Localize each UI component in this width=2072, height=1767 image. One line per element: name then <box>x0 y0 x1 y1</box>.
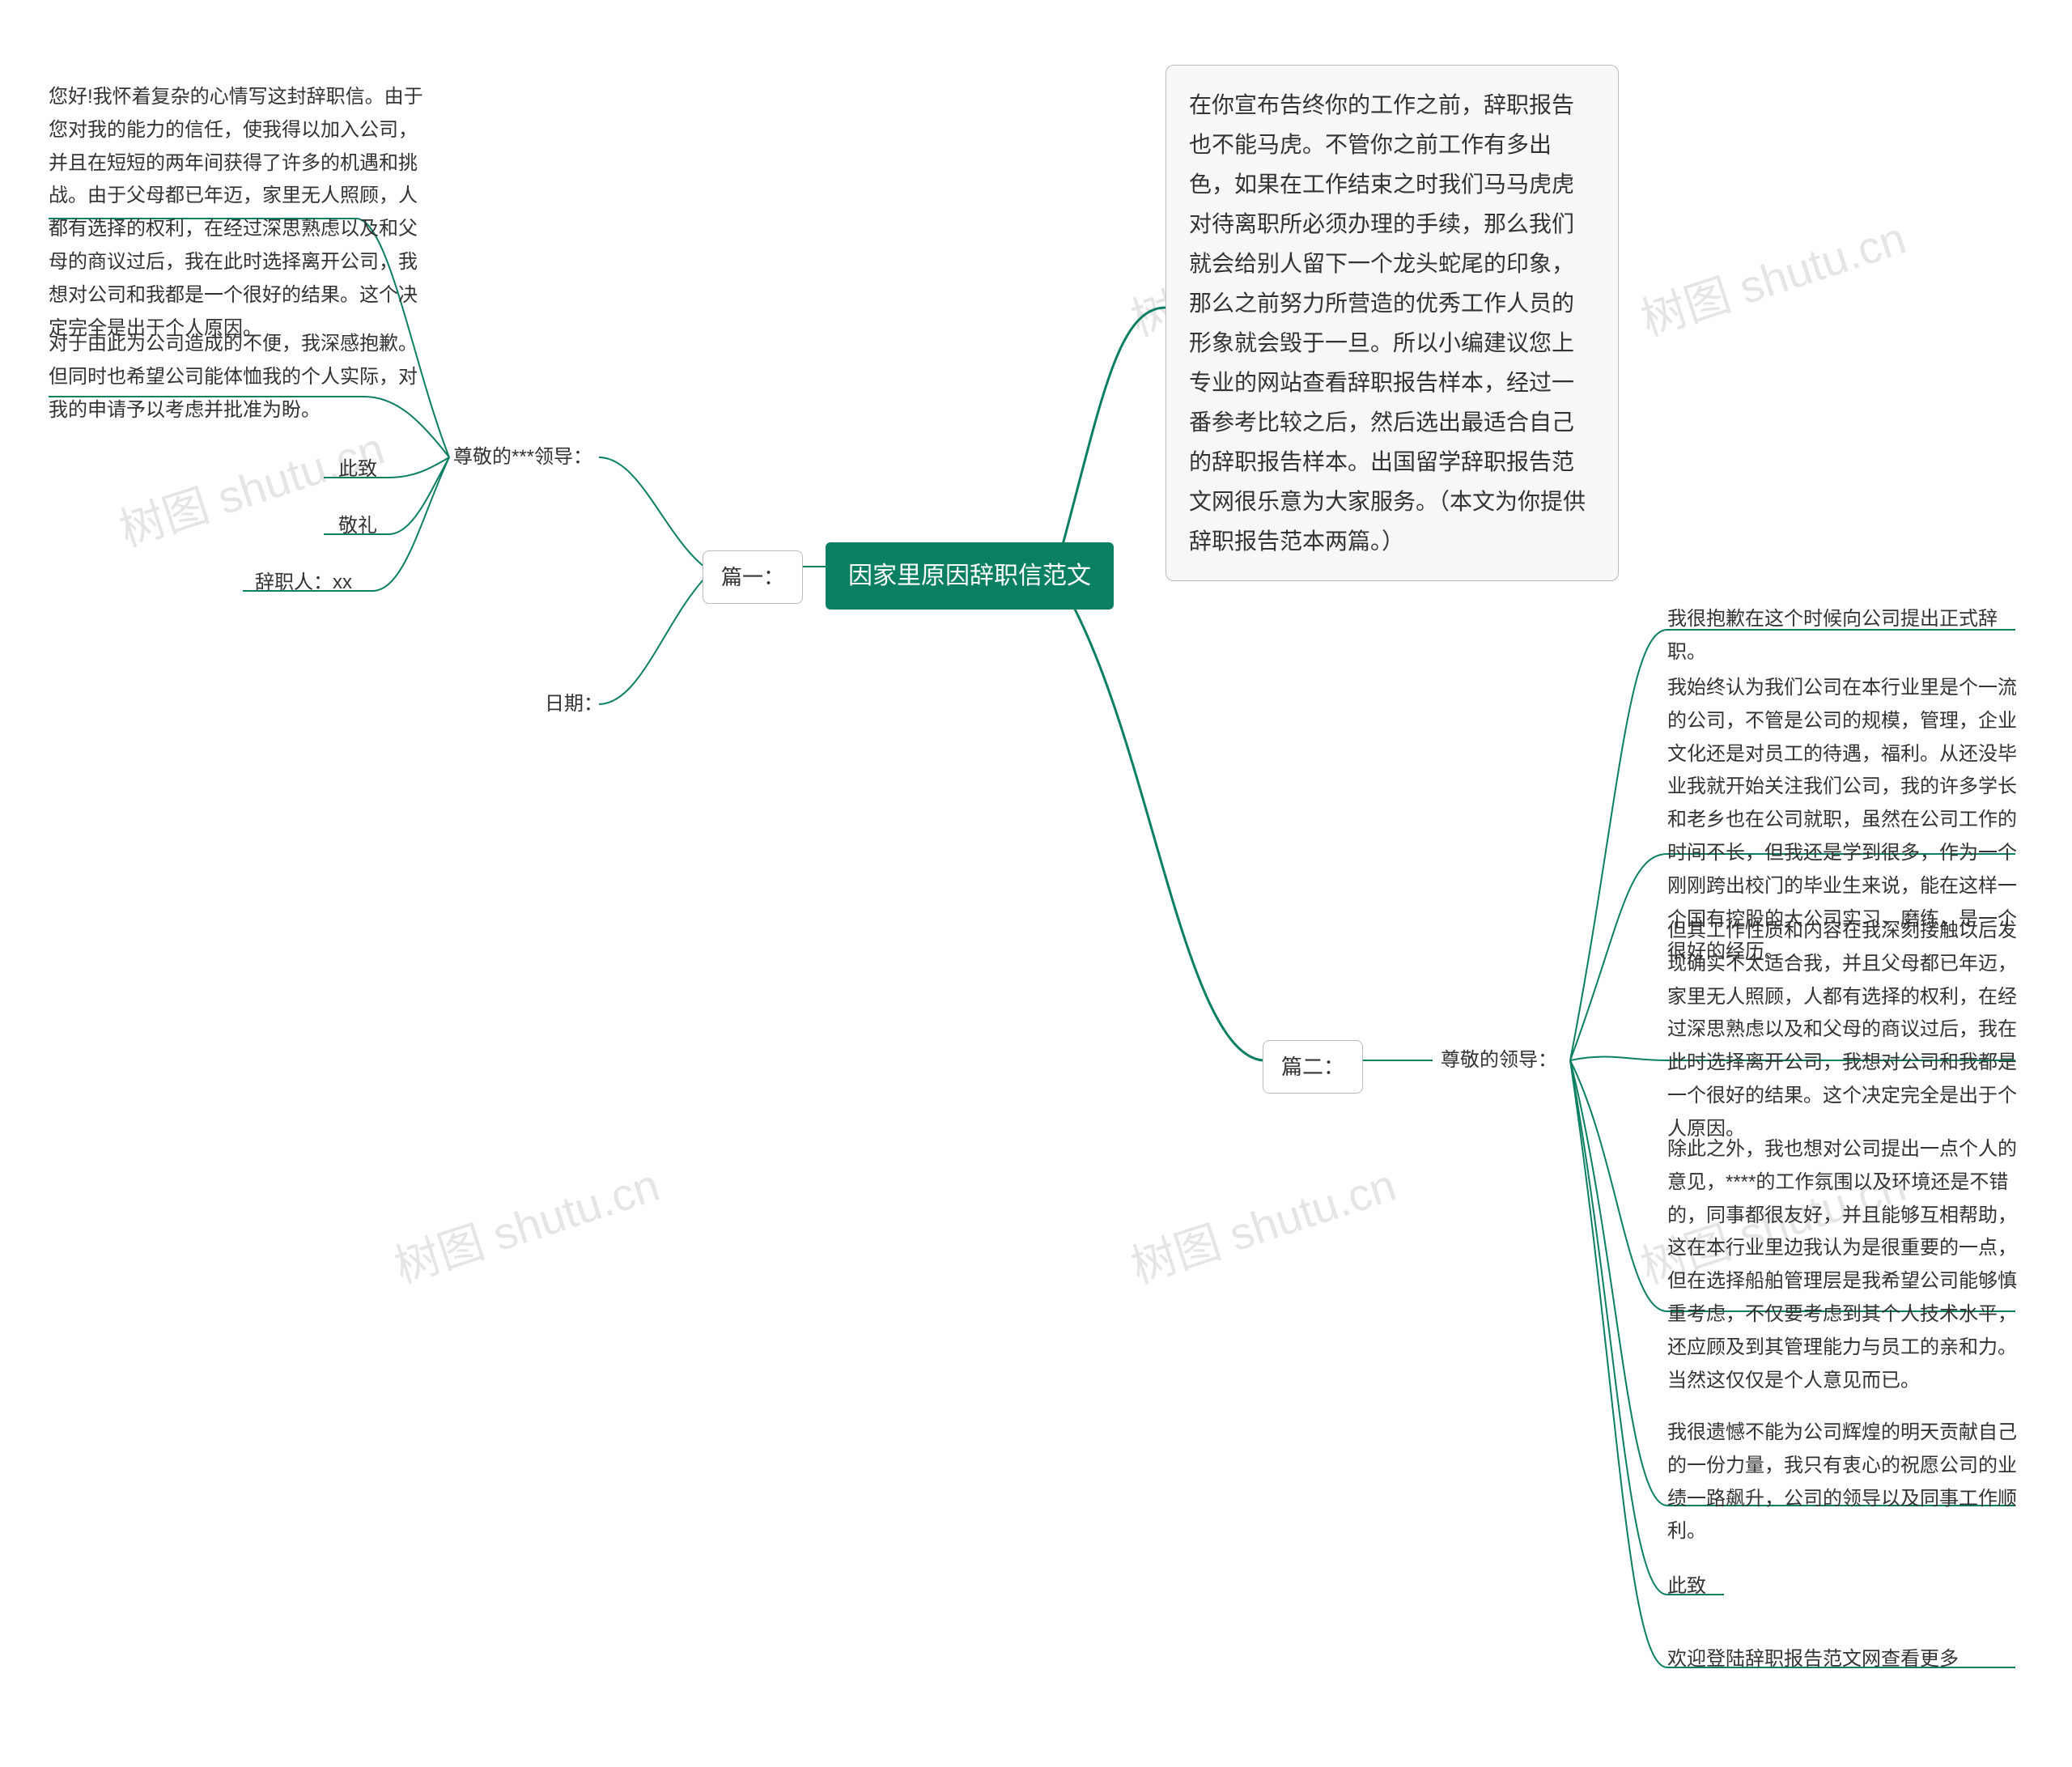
right-p3: 但其工作性质和内容在我深刻接触以后发现确实不太适合我，并且父母都已年迈，家里无人… <box>1667 915 2032 1146</box>
right-footer: 欢迎登陆辞职报告范文网查看更多 <box>1667 1643 1959 1676</box>
left-p2: 对于由此为公司造成的不便，我深感抱歉。但同时也希望公司能体恤我的个人实际，对我的… <box>49 328 429 427</box>
watermark: 树图 shutu.cn <box>1122 1149 1403 1297</box>
right-p5: 我很遗憾不能为公司辉煌的明天贡献自己的一份力量，我只有衷心的祝愿公司的业绩一路飙… <box>1667 1417 2032 1548</box>
left-date: 日期： <box>545 688 603 721</box>
right-p4: 除此之外，我也想对公司提出一点个人的意见，****的工作氛围以及环境还是不错的，… <box>1667 1133 2032 1397</box>
left-signer: 辞职人：xx <box>255 567 352 600</box>
root-node: 因家里原因辞职信范文 <box>826 542 1114 610</box>
intro-box: 在你宣布告终你的工作之前，辞职报告也不能马虎。不管你之前工作有多出色，如果在工作… <box>1166 65 1619 581</box>
branch-two: 篇二： <box>1263 1040 1363 1094</box>
watermark: 树图 shutu.cn <box>1632 202 1913 350</box>
left-closing1: 此致 <box>338 453 377 486</box>
right-closing: 此致 <box>1667 1570 1706 1603</box>
left-p1: 您好!我怀着复杂的心情写这封辞职信。由于您对我的能力的信任，使我得以加入公司，并… <box>49 81 429 345</box>
watermark: 树图 shutu.cn <box>385 1149 667 1297</box>
left-salutation: 尊敬的***领导： <box>453 441 592 474</box>
right-salutation: 尊敬的领导： <box>1441 1044 1557 1077</box>
left-closing2: 敬礼 <box>338 510 377 543</box>
right-p1: 我很抱歉在这个时候向公司提出正式辞职。 <box>1667 603 2032 669</box>
branch-one: 篇一： <box>703 550 803 604</box>
